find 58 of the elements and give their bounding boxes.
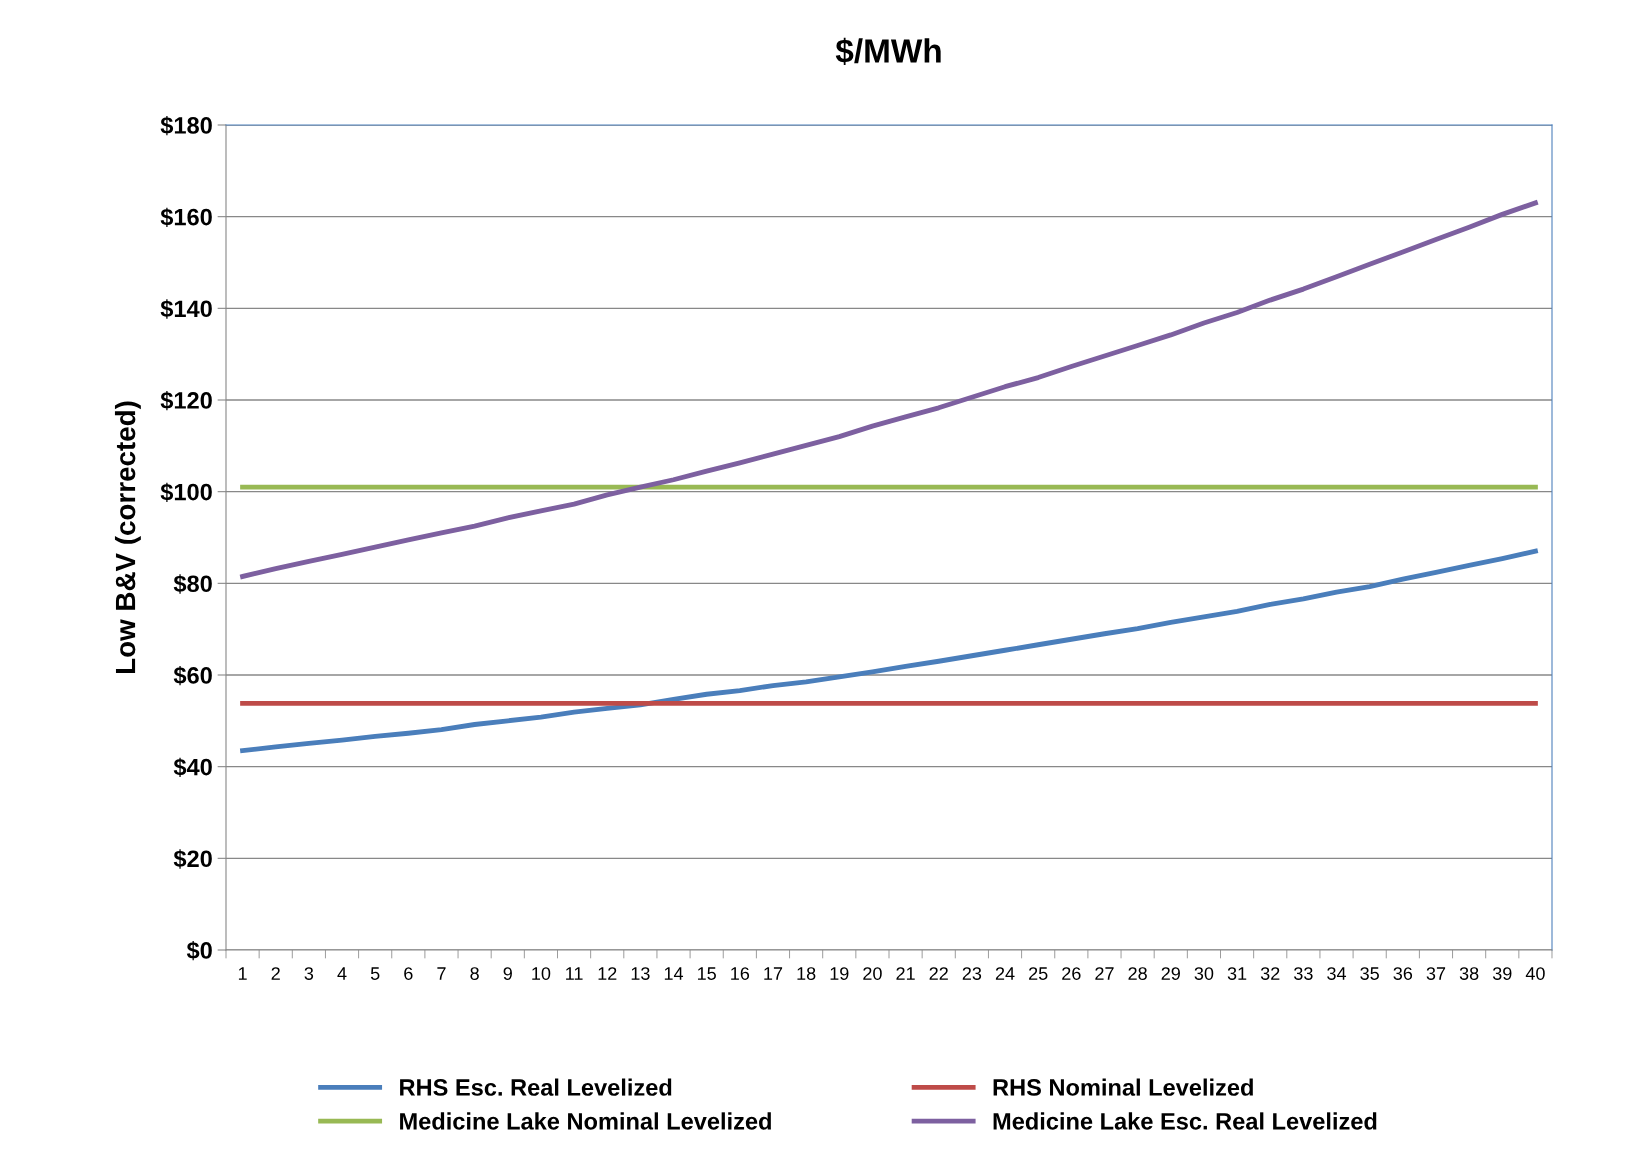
x-tick-label: 26 [1062, 967, 1081, 980]
x-tick-label: 40 [1525, 967, 1545, 980]
x-tick-label: 28 [1128, 967, 1147, 980]
x-tick-label: 31 [1227, 967, 1247, 980]
x-tick-label: 6 [404, 967, 413, 980]
line-series [240, 200, 1538, 579]
x-tick-label: 9 [503, 967, 512, 980]
x-tick-label: 14 [664, 967, 684, 980]
x-tick-label: 36 [1393, 967, 1413, 980]
x-tick-label: 5 [370, 967, 380, 980]
x-tick-label: 19 [830, 967, 849, 980]
x-tick-label: 35 [1360, 967, 1379, 980]
x-tick-label: 15 [698, 967, 716, 980]
x-tick-label: 20 [863, 967, 882, 980]
y-tick-label: $100 [160, 482, 212, 502]
x-tick-label: 13 [631, 967, 650, 980]
y-tick-label: $180 [160, 116, 212, 136]
y-tick-label: $160 [160, 207, 212, 227]
x-tick-label: 8 [470, 967, 479, 980]
x-tick-label: 17 [764, 967, 783, 980]
y-tick-label: $60 [173, 666, 212, 686]
x-tick-label: 7 [437, 967, 446, 980]
y-tick-label: $120 [160, 391, 212, 411]
legend-label: Medicine Lake Esc. Real Levelized [993, 1112, 1377, 1130]
x-tick-label: 32 [1260, 967, 1280, 980]
x-tick-label: 3 [304, 967, 314, 980]
y-axis-title: Low B&V (corrected) [114, 401, 141, 673]
line-series [240, 548, 1538, 754]
x-tick-label: 18 [797, 967, 816, 980]
y-tick-label: $20 [173, 849, 212, 869]
x-tick-label: 29 [1161, 967, 1180, 980]
y-tick-label: $140 [160, 299, 212, 319]
y-tick-label: $0 [186, 941, 212, 961]
x-tick-label: 11 [566, 967, 583, 980]
chart-title: $/MWh [835, 37, 941, 65]
x-tick-label: 21 [896, 967, 915, 980]
x-tick-label: 27 [1095, 967, 1114, 980]
x-tick-label: 38 [1459, 967, 1479, 980]
y-tick-label: $40 [173, 757, 212, 777]
legend-label: RHS Esc. Real Levelized [400, 1078, 672, 1096]
legend-label: RHS Nominal Levelized [993, 1078, 1253, 1096]
x-tick-label: 12 [598, 967, 617, 980]
x-tick-label: 4 [337, 967, 347, 980]
x-tick-label: 10 [532, 967, 551, 980]
x-tick-label: 33 [1294, 967, 1313, 980]
x-tick-label: 34 [1327, 967, 1347, 980]
x-tick-label: 37 [1426, 967, 1446, 980]
x-tick-label: 23 [962, 967, 982, 980]
x-tick-label: 24 [995, 967, 1015, 980]
x-tick-label: 2 [271, 967, 280, 980]
x-tick-label: 16 [731, 967, 750, 980]
x-tick-label: 30 [1194, 967, 1214, 980]
x-tick-label: 1 [238, 967, 247, 980]
legend-label: Medicine Lake Nominal Levelized [400, 1112, 771, 1130]
x-tick-label: 22 [929, 967, 948, 980]
x-tick-label: 25 [1029, 967, 1048, 980]
y-tick-label: $80 [173, 574, 212, 594]
x-tick-label: 39 [1492, 967, 1512, 980]
